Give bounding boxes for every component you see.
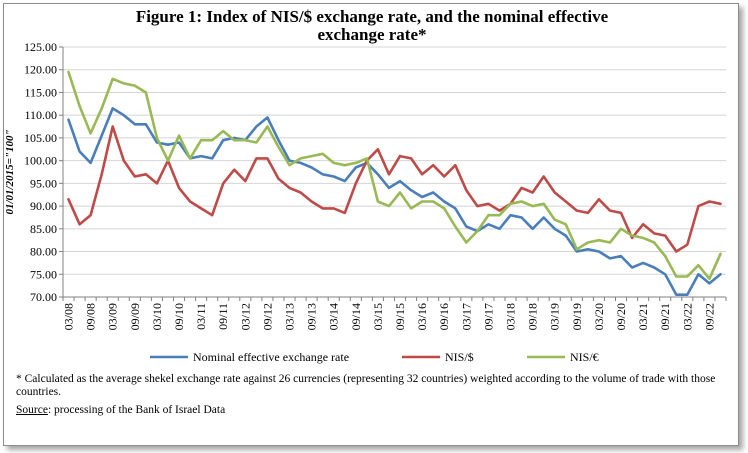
footnote: * Calculated as the average shekel excha…	[16, 373, 716, 398]
x-tick-label: 09/08	[84, 303, 98, 330]
x-tick-label: 03/22	[680, 303, 694, 330]
y-axis-ticks: 70.00 75.00 80.00 85.00 90.00 95.00 100.00 105.…	[24, 40, 63, 304]
source-text: : processing of the Bank of Israel Data	[47, 404, 226, 416]
chart-title-line-2: exchange rate*	[317, 25, 426, 44]
source-note: Source: processing of the Bank of Israel…	[16, 404, 516, 416]
y-tick-label: 80.00	[30, 245, 57, 259]
series-line-1	[67, 107, 722, 297]
x-tick-label: 09/22	[702, 303, 716, 330]
source-label: Source	[16, 404, 48, 416]
x-tick-label: 03/11	[194, 303, 208, 330]
legend-label: Nominal effective exchange rate	[193, 350, 349, 364]
y-tick-label: 90.00	[30, 199, 57, 213]
legend: Nominal effective exchange rate NIS/$ NIS/…	[150, 350, 599, 364]
x-tick-label: 09/16	[437, 303, 451, 330]
series-line-2	[67, 125, 722, 253]
x-tick-label: 09/17	[481, 303, 495, 330]
x-tick-label: 09/12	[260, 303, 274, 330]
x-tick-label: 03/17	[459, 303, 473, 330]
y-tick-label: 105.00	[24, 131, 57, 145]
x-tick-label: 03/08	[62, 303, 76, 330]
x-axis-ticks: 03/08 09/08 03/09 09/09 03/10 09/10 03/11 09/11…	[62, 297, 727, 330]
x-tick-label: 09/18	[526, 303, 540, 330]
x-tick-label: 03/14	[327, 303, 341, 330]
y-tick-label: 85.00	[30, 222, 57, 236]
x-tick-label: 09/11	[216, 303, 230, 330]
x-tick-label: 09/09	[128, 303, 142, 330]
x-tick-label: 03/13	[283, 303, 297, 330]
x-tick-label: 03/20	[592, 303, 606, 330]
x-tick-label: 09/19	[570, 303, 584, 330]
y-tick-label: 125.00	[24, 40, 57, 54]
x-tick-label: 09/13	[305, 303, 319, 330]
x-tick-label: 03/09	[106, 303, 120, 330]
series-line-3	[67, 70, 722, 281]
x-tick-label: 03/18	[504, 303, 518, 330]
axes	[62, 47, 726, 298]
x-tick-label: 03/19	[548, 303, 562, 330]
x-tick-label: 03/12	[238, 303, 252, 330]
y-tick-label: 110.00	[24, 108, 57, 122]
x-tick-label: 03/15	[371, 303, 385, 330]
y-tick-label: 95.00	[30, 176, 57, 190]
x-tick-label: 09/21	[658, 303, 672, 330]
y-tick-label: 75.00	[30, 267, 57, 281]
x-tick-label: 03/16	[415, 303, 429, 330]
x-tick-label: 09/20	[614, 303, 628, 330]
series-lines	[67, 70, 722, 297]
x-tick-label: 09/14	[349, 303, 363, 330]
x-tick-label: 09/15	[393, 303, 407, 330]
y-tick-label: 70.00	[30, 290, 57, 304]
gridlines	[63, 46, 726, 275]
legend-label: NIS/$	[445, 350, 474, 364]
x-tick-label: 09/10	[172, 303, 186, 330]
figure-frame	[3, 3, 739, 446]
chart-title-line-1: Figure 1: Index of NIS/$ exchange rate, …	[136, 7, 609, 26]
y-axis-label: 01/01/2015="100"	[4, 129, 16, 214]
y-tick-label: 100.00	[24, 154, 57, 168]
y-tick-label: 120.00	[24, 63, 57, 77]
legend-label: NIS/€	[570, 350, 599, 364]
x-tick-label: 03/10	[150, 303, 164, 330]
x-tick-label: 03/21	[636, 303, 650, 330]
y-tick-label: 115.00	[24, 85, 57, 99]
